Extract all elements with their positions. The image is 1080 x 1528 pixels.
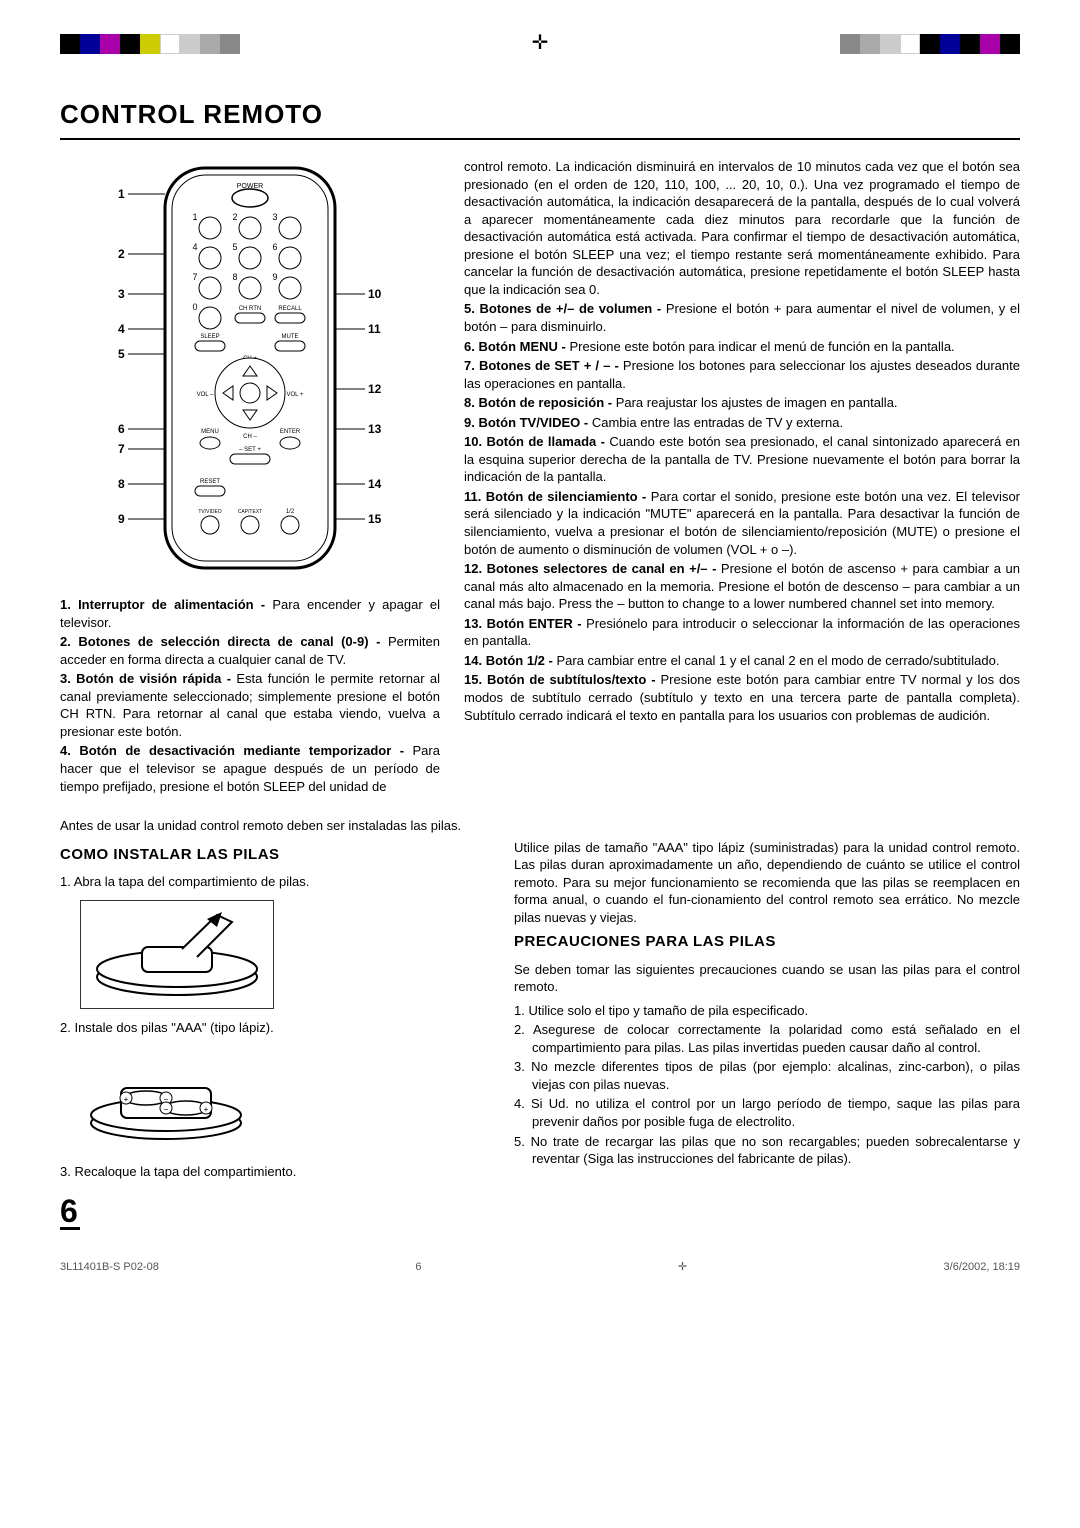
- install-title: COMO INSTALAR LAS PILAS: [60, 845, 490, 865]
- svg-text:−: −: [164, 1105, 169, 1114]
- svg-text:1: 1: [192, 212, 197, 222]
- list-item: 14. Botón 1/2 - Para cambiar entre el ca…: [464, 652, 1020, 670]
- svg-text:6: 6: [272, 242, 277, 252]
- list-item: 2. Botones de selección directa de canal…: [60, 633, 440, 668]
- list-item: 10. Botón de llamada - Cuando este botón…: [464, 433, 1020, 486]
- battery-open-diagram: [80, 900, 274, 1009]
- svg-text:VOL +: VOL +: [287, 392, 304, 398]
- precaution-item: 1. Utilice solo el tipo y tamaño de pila…: [514, 1002, 1020, 1020]
- svg-text:5: 5: [232, 242, 237, 252]
- list-item: 6. Botón MENU - Presione este botón para…: [464, 338, 1020, 356]
- list-item: 1. Interruptor de alimentación - Para en…: [60, 596, 440, 631]
- svg-text:7: 7: [192, 272, 197, 282]
- svg-text:2: 2: [118, 247, 125, 261]
- svg-text:14: 14: [368, 477, 382, 491]
- footer-left: 3L11401B-S P02-08: [60, 1260, 159, 1275]
- svg-text:MUTE: MUTE: [282, 334, 299, 340]
- svg-text:CAP/TEXT: CAP/TEXT: [238, 509, 262, 515]
- precaution-item: 4. Si Ud. no utiliza el control por un l…: [514, 1095, 1020, 1130]
- list-item: 13. Botón ENTER - Presiónelo para introd…: [464, 615, 1020, 650]
- svg-text:+: +: [204, 1105, 209, 1114]
- precaution-item: 5. No trate de recargar las pilas que no…: [514, 1133, 1020, 1168]
- list-item: 3. Botón de visión rápida - Esta función…: [60, 670, 440, 740]
- print-marks-top: ✛: [60, 30, 1020, 57]
- svg-text:7: 7: [118, 442, 125, 456]
- battery-insert-diagram: + − − +: [80, 1047, 252, 1154]
- svg-text:12: 12: [368, 382, 382, 396]
- svg-text:9: 9: [272, 272, 277, 282]
- crosshair-icon: ✛: [678, 1260, 687, 1275]
- svg-text:13: 13: [368, 422, 382, 436]
- svg-text:MENU: MENU: [201, 429, 219, 435]
- svg-text:ENTER: ENTER: [280, 429, 301, 435]
- color-bar-right: [840, 34, 1020, 54]
- footer: 3L11401B-S P02-08 6 ✛ 3/6/2002, 18:19: [60, 1260, 1020, 1275]
- items-left-list: 1. Interruptor de alimentación - Para en…: [60, 596, 440, 795]
- svg-text:RESET: RESET: [200, 479, 220, 485]
- svg-text:9: 9: [118, 512, 125, 526]
- svg-text:– SET +: – SET +: [239, 447, 261, 453]
- svg-text:CH RTN: CH RTN: [239, 306, 262, 312]
- svg-text:SLEEP: SLEEP: [200, 334, 219, 340]
- battery-info-para: Utilice pilas de tamaño "AAA" tipo lápiz…: [514, 839, 1020, 927]
- svg-text:3: 3: [118, 287, 125, 301]
- remote-diagram: 1 2 3 4 5 6 7 8 9 10 11 12 13 14 15: [60, 158, 440, 578]
- svg-text:10: 10: [368, 287, 382, 301]
- svg-text:8: 8: [118, 477, 125, 491]
- svg-text:5: 5: [118, 347, 125, 361]
- install-intro: Antes de usar la unidad control remoto d…: [60, 817, 1020, 835]
- svg-text:2: 2: [232, 212, 237, 222]
- precaution-item: 3. No mezcle diferentes tipos de pilas (…: [514, 1058, 1020, 1093]
- svg-text:15: 15: [368, 512, 382, 526]
- color-bar-left: [60, 34, 240, 54]
- precautions-list: 1. Utilice solo el tipo y tamaño de pila…: [514, 1002, 1020, 1168]
- svg-text:0: 0: [192, 302, 197, 312]
- svg-text:1/2: 1/2: [286, 509, 295, 515]
- svg-text:4: 4: [118, 322, 125, 336]
- list-item: 4. Botón de desactivación mediante tempo…: [60, 742, 440, 795]
- crosshair-icon: ✛: [532, 30, 549, 57]
- svg-text:RECALL: RECALL: [278, 306, 302, 312]
- precautions-intro: Se deben tomar las siguientes precaucion…: [514, 961, 1020, 996]
- page-number: 6: [60, 1195, 80, 1230]
- list-item: 7. Botones de SET + / – - Presione los b…: [464, 357, 1020, 392]
- svg-text:4: 4: [192, 242, 197, 252]
- step-1: 1. Abra la tapa del compartimiento de pi…: [60, 873, 490, 891]
- precautions-title: PRECAUCIONES PARA LAS PILAS: [514, 932, 1020, 952]
- list-item: 15. Botón de subtítulos/texto - Presione…: [464, 671, 1020, 724]
- svg-text:3: 3: [272, 212, 277, 222]
- list-item: 9. Botón TV/VIDEO - Cambia entre las ent…: [464, 414, 1020, 432]
- list-item: 8. Botón de reposición - Para reajustar …: [464, 394, 1020, 412]
- precaution-item: 2. Asegurese de colocar correctamente la…: [514, 1021, 1020, 1056]
- items-right-intro: control remoto. La indicación disminuirá…: [464, 158, 1020, 298]
- svg-text:1: 1: [118, 187, 125, 201]
- svg-text:6: 6: [118, 422, 125, 436]
- svg-text:11: 11: [368, 322, 381, 336]
- step-2: 2. Instale dos pilas "AAA" (tipo lápiz).: [60, 1019, 490, 1037]
- page-title: CONTROL REMOTO: [60, 97, 1020, 140]
- svg-text:VOL –: VOL –: [197, 392, 214, 398]
- step-3: 3. Recaloque la tapa del compartimiento.: [60, 1163, 490, 1181]
- footer-right: 3/6/2002, 18:19: [944, 1260, 1020, 1275]
- list-item: 11. Botón de silenciamiento - Para corta…: [464, 488, 1020, 558]
- svg-text:8: 8: [232, 272, 237, 282]
- svg-text:CH –: CH –: [243, 434, 257, 440]
- footer-center: 6: [415, 1260, 421, 1275]
- list-item: 12. Botones selectores de canal en +/– -…: [464, 560, 1020, 613]
- items-right-list: 5. Botones de +/– de volumen - Presione …: [464, 300, 1020, 724]
- svg-text:TV/VIDEO: TV/VIDEO: [198, 509, 221, 515]
- list-item: 5. Botones de +/– de volumen - Presione …: [464, 300, 1020, 335]
- svg-text:+: +: [124, 1095, 129, 1104]
